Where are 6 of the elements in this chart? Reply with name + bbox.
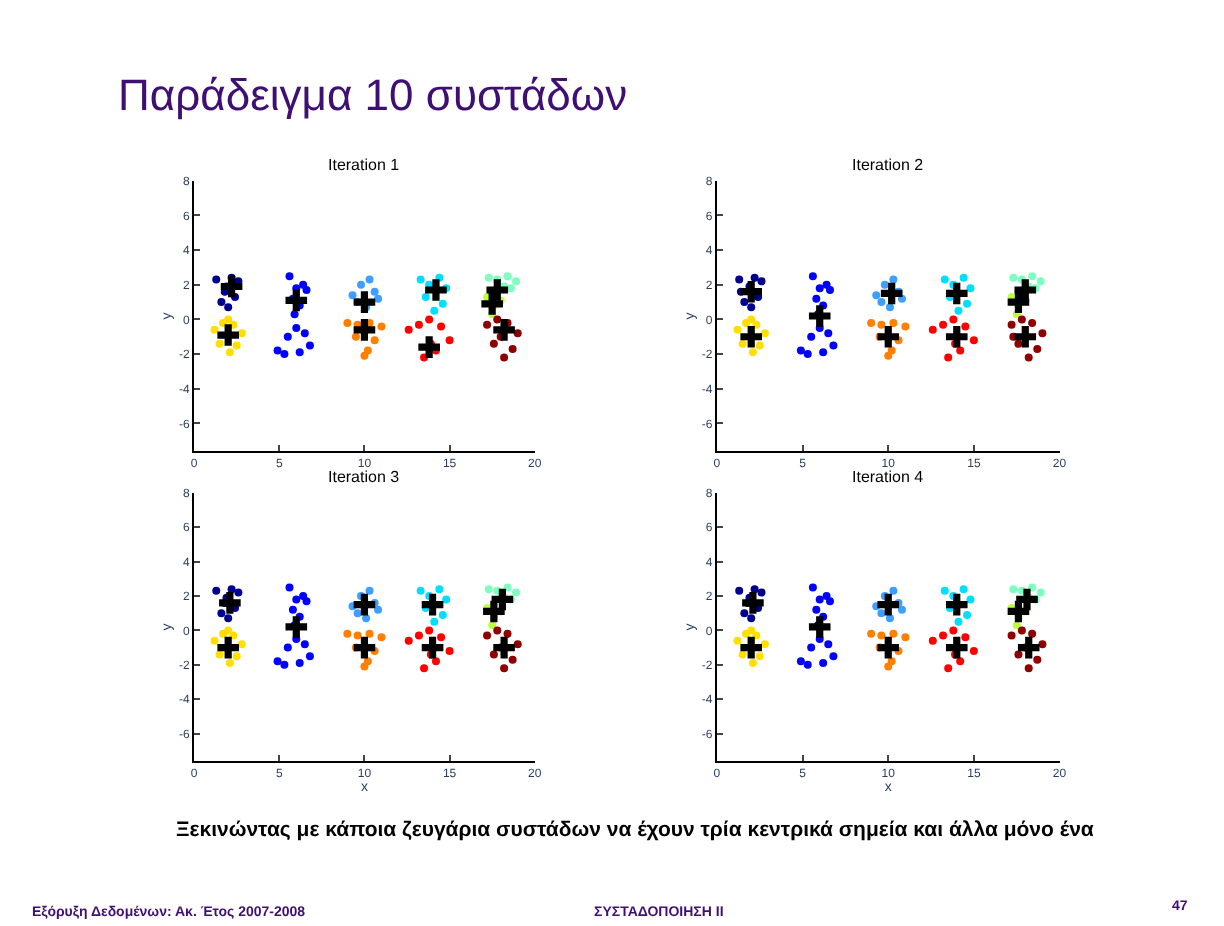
chart-title: Iteration 4 bbox=[852, 468, 925, 486]
chart-title: Iteration 1 bbox=[328, 156, 401, 174]
text: Ξεκινώντας με κάποια ζευγάρια συστάδων να έχουν τρία κεντρικά σημεία και άλλα μόνο ένα bbox=[176, 818, 1095, 842]
chart-title: Iteration 3 bbox=[328, 468, 401, 486]
chart-title: Iteration 2 bbox=[852, 156, 925, 174]
text: Παράδειγμα 10 συστάδων bbox=[118, 70, 628, 120]
